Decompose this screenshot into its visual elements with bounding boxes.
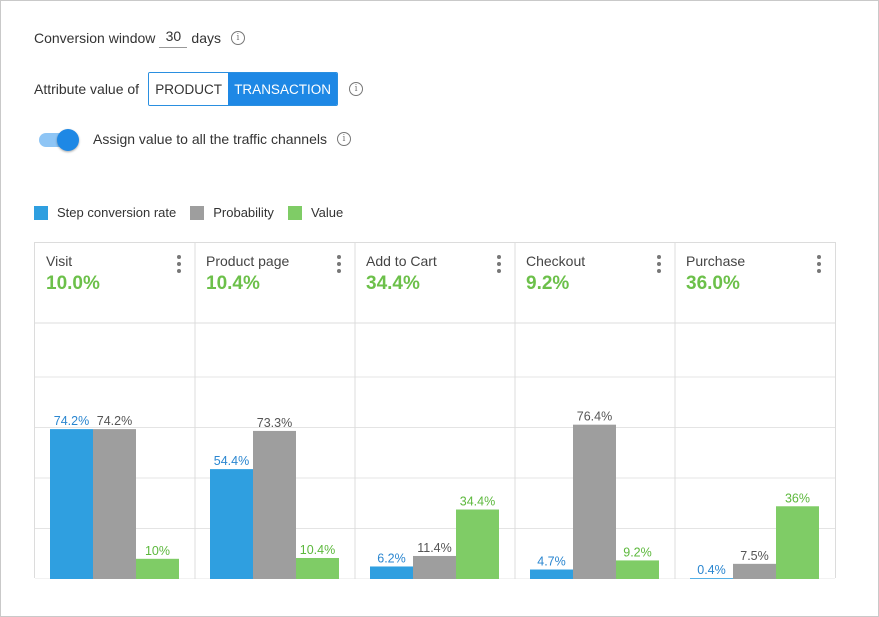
data-label-probability: 76.4%	[577, 410, 612, 424]
legend-item-probability[interactable]: Probability	[190, 205, 274, 220]
step-value: 34.4%	[366, 273, 420, 294]
legend-swatch	[190, 205, 205, 220]
step-header-visit: Visit 10.0%	[35, 243, 195, 323]
bar-step-conversion-rate	[50, 429, 93, 579]
data-label-value: 36%	[785, 491, 810, 505]
conversion-window-row: Conversion window days i	[34, 28, 245, 48]
bar-value	[296, 557, 339, 579]
legend-item-step-conversion-rate[interactable]: Step conversion rate	[34, 205, 176, 220]
data-label-probability: 11.4%	[417, 541, 452, 555]
chart-legend: Step conversion rate Probability Value	[34, 205, 357, 220]
bar-step-conversion-rate	[210, 469, 253, 579]
data-label-step-conversion-rate: 4.7%	[537, 555, 566, 569]
step-title: Purchase	[686, 253, 746, 269]
bar-value	[776, 506, 819, 579]
chart-plot-area: 74.2% 74.2% 10% 54.4% 73.3% 10.4% 6.2% 11.4% 34.…	[35, 243, 835, 579]
assign-toggle-label: Assign value to all the traffic channels	[93, 131, 327, 147]
toggle-knob	[57, 129, 79, 151]
bar-step-conversion-rate	[530, 569, 573, 579]
step-value: 10.4%	[206, 273, 260, 294]
bar-probability	[413, 555, 456, 579]
step-title: Checkout	[526, 253, 586, 269]
more-options-icon[interactable]	[656, 255, 662, 273]
bar-step-conversion-rate	[370, 566, 413, 579]
data-label-value: 10.4%	[300, 543, 335, 557]
step-value: 36.0%	[686, 273, 740, 294]
attribute-value-label: Attribute value of	[34, 81, 140, 97]
data-label-value: 10%	[145, 544, 170, 558]
data-label-probability: 73.3%	[257, 416, 292, 430]
data-label-value: 34.4%	[460, 495, 495, 509]
more-options-icon[interactable]	[336, 255, 342, 273]
step-value: 9.2%	[526, 273, 570, 294]
attribute-option-transaction[interactable]: TRANSACTION	[228, 73, 338, 105]
bar-value	[456, 509, 499, 579]
legend-label: Step conversion rate	[57, 205, 177, 220]
step-title: Add to Cart	[366, 253, 437, 269]
legend-label: Value	[310, 205, 344, 220]
info-icon[interactable]: i	[337, 132, 351, 146]
attribute-segmented-control: PRODUCT TRANSACTION	[148, 72, 339, 106]
more-options-icon[interactable]	[176, 255, 182, 273]
bar-step-conversion-rate	[690, 578, 733, 579]
legend-swatch	[287, 205, 302, 220]
funnel-chart: 74.2% 74.2% 10% 54.4% 73.3% 10.4% 6.2% 11.4% 34.…	[34, 242, 836, 579]
data-label-probability: 74.2%	[97, 414, 132, 428]
conversion-window-input[interactable]	[159, 28, 188, 48]
info-icon[interactable]: i	[349, 82, 364, 96]
bar-probability	[93, 429, 136, 579]
legend-item-value[interactable]: Value	[287, 205, 344, 220]
data-label-step-conversion-rate: 54.4%	[214, 454, 249, 468]
info-icon[interactable]: i	[230, 31, 245, 45]
step-header-product-page: Product page 10.4%	[195, 243, 355, 323]
step-title: Visit	[46, 253, 73, 269]
step-title: Product page	[206, 253, 290, 269]
step-header-add-to-cart: Add to Cart 34.4%	[355, 243, 515, 323]
bar-value	[136, 558, 179, 579]
data-label-step-conversion-rate: 6.2%	[377, 551, 406, 565]
assign-toggle-row: Assign value to all the traffic channels…	[39, 129, 351, 151]
bar-probability	[573, 424, 616, 579]
conversion-window-label: Conversion window	[34, 30, 156, 46]
attribute-value-row: Attribute value of PRODUCT TRANSACTION i	[34, 72, 364, 106]
assign-value-toggle[interactable]	[39, 129, 79, 151]
more-options-icon[interactable]	[816, 255, 822, 273]
attribute-option-product[interactable]: PRODUCT	[149, 73, 229, 105]
step-value: 10.0%	[46, 273, 100, 294]
bar-probability	[733, 563, 776, 579]
conversion-window-unit: days	[191, 30, 221, 46]
step-header-purchase: Purchase 36.0%	[675, 243, 835, 323]
legend-label: Probability	[213, 205, 274, 220]
step-header-checkout: Checkout 9.2%	[515, 243, 675, 323]
data-label-step-conversion-rate: 0.4%	[697, 563, 726, 577]
data-label-step-conversion-rate: 74.2%	[54, 414, 89, 428]
more-options-icon[interactable]	[496, 255, 502, 273]
bar-value	[616, 560, 659, 579]
legend-swatch	[34, 205, 48, 220]
bar-probability	[253, 430, 296, 579]
data-label-probability: 7.5%	[740, 549, 769, 563]
data-label-value: 9.2%	[623, 545, 652, 559]
